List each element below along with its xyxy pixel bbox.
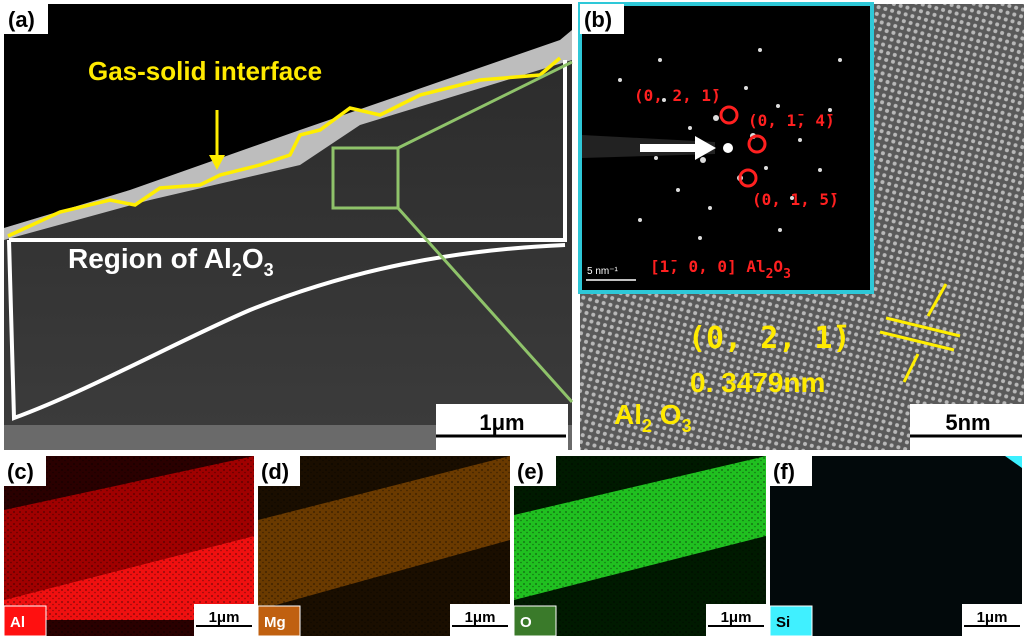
zoom-box	[331, 146, 400, 210]
text: O	[242, 243, 264, 274]
scale-box	[706, 604, 766, 636]
zoom-line	[397, 60, 573, 150]
subscript: 3	[264, 260, 274, 280]
scale-box	[194, 604, 254, 636]
panel-label: (c)	[7, 459, 34, 484]
spot-markers	[719, 105, 767, 188]
element-box	[3, 605, 47, 636]
element-label: Mg	[264, 614, 286, 631]
scale-label: 1μm	[209, 609, 240, 626]
scale-box	[910, 404, 1024, 450]
text: O	[652, 399, 682, 430]
label-box	[258, 456, 300, 486]
panel-b: (b) (0, 2, 1̄) (0, 1̄, 4̄) (0, 1, 5̄) [1…	[578, 2, 1024, 450]
map-region	[1005, 456, 1022, 468]
element-label: O	[520, 614, 532, 631]
annotation: Gas-solid interface	[88, 56, 322, 86]
panel-label: (f)	[773, 459, 795, 484]
subscript: 2	[232, 260, 242, 280]
interface-line	[7, 56, 562, 238]
label-box	[4, 4, 48, 34]
label-box	[4, 456, 46, 486]
spot-label: (0, 1, 5̄)	[752, 190, 839, 209]
region-outline	[7, 60, 567, 421]
scale-box	[962, 604, 1022, 636]
vacuum	[4, 4, 572, 228]
scale-label: 5nm	[945, 410, 990, 435]
arrow	[640, 136, 716, 160]
text: [1̄, 0, 0] Al	[650, 257, 766, 276]
scale-box	[450, 604, 510, 636]
map-labels: (c) Al 1μm (d) Mg 1μm (e) O 1μm (f) Si 1μm	[3, 456, 1022, 636]
panel-label: (a)	[8, 7, 35, 32]
plane-label: (0, 2, 1̄)	[688, 321, 851, 356]
zoom-line	[396, 206, 574, 404]
panel-label: (e)	[517, 459, 544, 484]
text: Al	[614, 399, 642, 430]
subscript: 2	[766, 267, 774, 282]
spot-label: (0, 2, 1̄)	[634, 86, 721, 105]
element-label: Si	[776, 614, 790, 631]
surface-layer	[4, 30, 572, 240]
element-label: Al	[10, 614, 25, 631]
element-box	[257, 605, 301, 636]
zone-axis: [1̄, 0, 0] Al2O3	[650, 257, 791, 282]
panel-label: (d)	[261, 459, 289, 484]
label-box	[770, 456, 812, 486]
lattice-marker	[879, 283, 961, 383]
subscript: 2	[642, 416, 652, 436]
subscript: 3	[783, 267, 791, 282]
text: O	[773, 257, 783, 276]
scale-label: 1μm	[721, 609, 752, 626]
phase-label: Al2 O3	[614, 399, 692, 436]
spacing-label: 0. 3479nm	[690, 367, 825, 398]
spot-label: (0, 1̄, 4̄)	[748, 111, 835, 130]
annotation: Region of Al2O3	[68, 243, 274, 280]
scale-label: 1μm	[465, 609, 496, 626]
label-box	[514, 456, 556, 486]
arrow-head	[209, 155, 225, 170]
scale-label: 1μm	[977, 609, 1008, 626]
subscript: 3	[682, 416, 692, 436]
panel-label: (b)	[584, 7, 612, 32]
scale-label: 1μm	[479, 410, 524, 435]
label-box	[580, 4, 624, 34]
element-box	[513, 605, 557, 636]
text: Region of Al	[68, 243, 232, 274]
element-box	[769, 605, 813, 636]
panel-a: (a) Gas-solid interface Region of Al2O3 …	[4, 4, 574, 450]
scale-box	[436, 404, 568, 450]
scale-label: 5 nm⁻¹	[587, 266, 619, 277]
